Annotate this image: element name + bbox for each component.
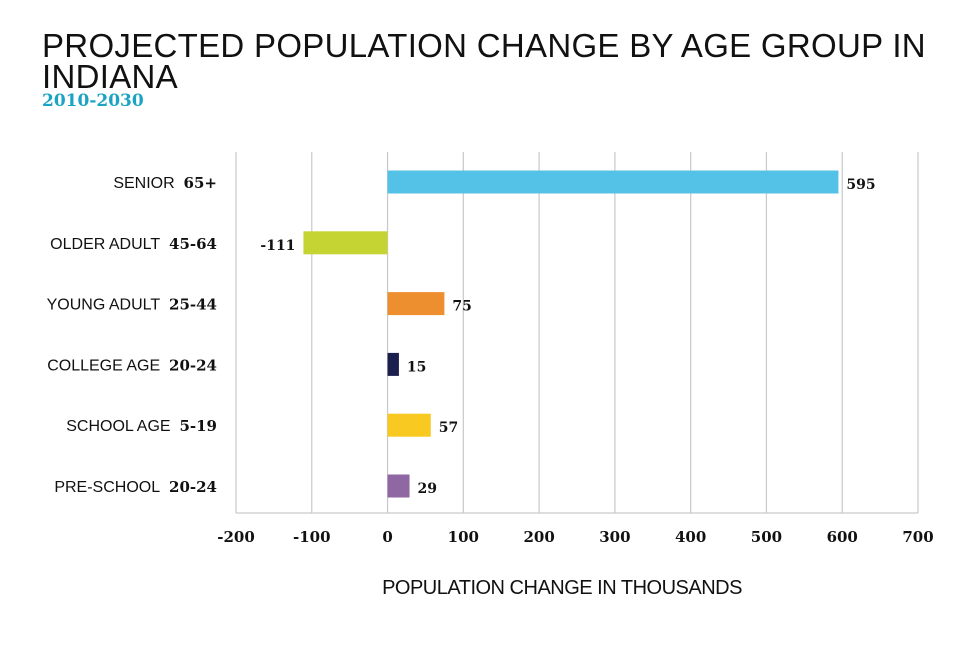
category-range: 5-19 [179,417,217,435]
x-tick-label: 100 [448,528,479,546]
chart-subtitle: 2010-2030 [42,91,144,111]
bar [303,231,388,255]
x-tick-label: 500 [751,528,782,546]
category-labels: SENIOR 65+ OLDER ADULT 45-64 YOUNG ADULT 2… [47,174,217,496]
bar [387,292,445,316]
value-label: 29 [418,481,437,497]
category-range: 45-64 [169,235,217,253]
bar [387,170,839,194]
category-label: COLLEGE AGE 20-24 [47,356,217,374]
category-label: YOUNG ADULT 25-44 [47,296,217,314]
category-label: OLDER ADULT 45-64 [50,235,217,253]
category-label: SENIOR 65+ [113,174,217,192]
x-tick-label: 0 [382,528,392,546]
category-name: PRE-SCHOOL [54,479,169,496]
category-name: SCHOOL AGE [66,418,179,435]
value-label: 75 [452,299,471,315]
value-label: -111 [260,238,295,254]
category-label: SCHOOL AGE 5-19 [66,417,217,435]
bars [303,170,839,498]
category-name: SENIOR [113,175,183,192]
grid-lines [235,152,919,514]
x-tick-labels: -200 -100 0 100 200 300 400 500 600 700 [217,528,933,546]
x-tick-label: 400 [675,528,706,546]
x-tick-label: 700 [902,528,933,546]
category-range: 20-24 [169,478,217,496]
category-range: 65+ [184,174,217,192]
x-tick-label: 300 [599,528,630,546]
category-name: YOUNG ADULT [47,297,169,314]
x-tick-label: -200 [217,528,255,546]
value-label: 595 [846,177,875,193]
value-label: 15 [407,359,426,375]
x-tick-label: 600 [827,528,858,546]
value-label: 57 [439,420,458,436]
x-axis-label: POPULATION CHANGE IN THOUSANDS [382,577,742,599]
category-name: COLLEGE AGE [47,357,169,374]
bar [387,474,410,498]
bar [387,413,431,437]
bar [387,352,399,376]
category-range: 25-44 [169,296,217,314]
value-labels: 595 -111 75 15 57 29 [260,177,875,497]
chart-title: PROJECTED POPULATION CHANGE BY AGE GROUP… [42,27,926,95]
category-label: PRE-SCHOOL 20-24 [54,478,217,496]
category-name: OLDER ADULT [50,236,169,253]
x-tick-label: 200 [523,528,554,546]
category-range: 20-24 [169,356,217,374]
x-tick-label: -100 [293,528,331,546]
